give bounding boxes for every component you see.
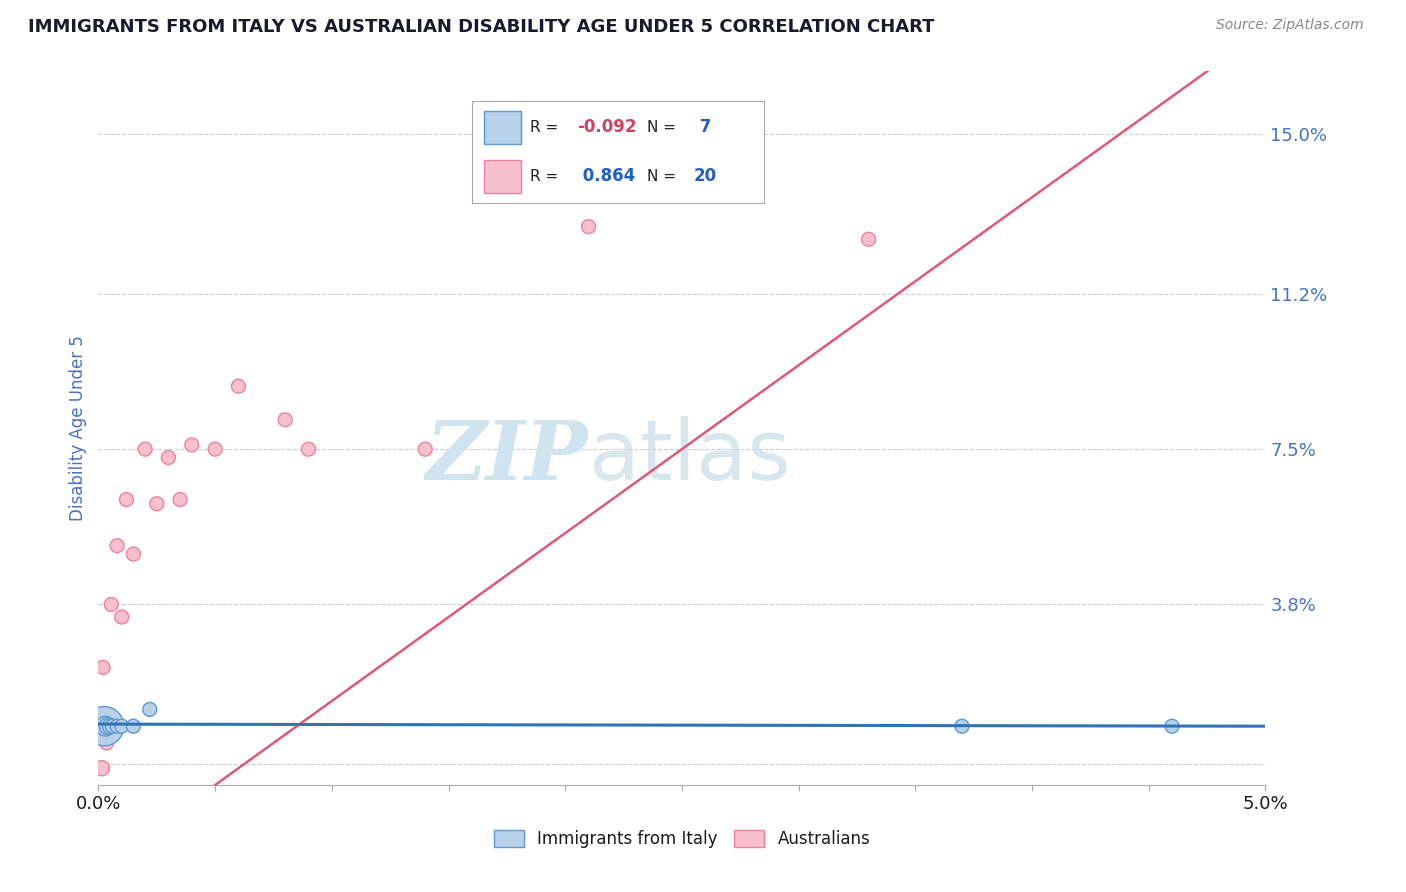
- Text: Source: ZipAtlas.com: Source: ZipAtlas.com: [1216, 18, 1364, 32]
- Text: N =: N =: [647, 169, 676, 184]
- Point: [90, 761, 112, 775]
- Point: [122, 719, 145, 733]
- Point: [91, 660, 114, 674]
- Text: atlas: atlas: [589, 417, 790, 497]
- Text: R =: R =: [530, 169, 558, 184]
- Point: [274, 413, 297, 427]
- Point: [101, 719, 124, 733]
- Point: [228, 379, 250, 393]
- Point: [93, 719, 115, 733]
- Point: [204, 442, 226, 457]
- Point: [413, 442, 436, 457]
- Text: -0.092: -0.092: [576, 119, 637, 136]
- Point: [1161, 719, 1184, 733]
- Text: 20: 20: [693, 168, 717, 186]
- Point: [96, 736, 118, 750]
- Point: [122, 547, 145, 561]
- Text: R =: R =: [530, 120, 558, 135]
- Point: [146, 497, 169, 511]
- Point: [180, 438, 202, 452]
- Text: IMMIGRANTS FROM ITALY VS AUSTRALIAN DISABILITY AGE UNDER 5 CORRELATION CHART: IMMIGRANTS FROM ITALY VS AUSTRALIAN DISA…: [28, 18, 935, 36]
- Point: [111, 610, 134, 624]
- Point: [100, 598, 122, 612]
- Point: [105, 719, 128, 733]
- Point: [94, 719, 117, 733]
- Point: [111, 719, 134, 733]
- Point: [139, 702, 162, 716]
- Point: [157, 450, 180, 465]
- Text: ZIP: ZIP: [426, 417, 589, 497]
- Bar: [484, 160, 522, 193]
- Bar: [484, 111, 522, 144]
- Point: [578, 219, 600, 234]
- Text: 0.864: 0.864: [576, 168, 636, 186]
- Point: [115, 492, 138, 507]
- Y-axis label: Disability Age Under 5: Disability Age Under 5: [69, 335, 87, 521]
- Point: [169, 492, 191, 507]
- Point: [858, 232, 880, 246]
- Point: [950, 719, 973, 733]
- Point: [134, 442, 156, 457]
- Text: N =: N =: [647, 120, 676, 135]
- Point: [105, 539, 128, 553]
- Legend: Immigrants from Italy, Australians: Immigrants from Italy, Australians: [486, 823, 877, 855]
- Text: 7: 7: [693, 119, 711, 136]
- Point: [98, 719, 121, 733]
- Point: [297, 442, 319, 457]
- Point: [97, 719, 120, 733]
